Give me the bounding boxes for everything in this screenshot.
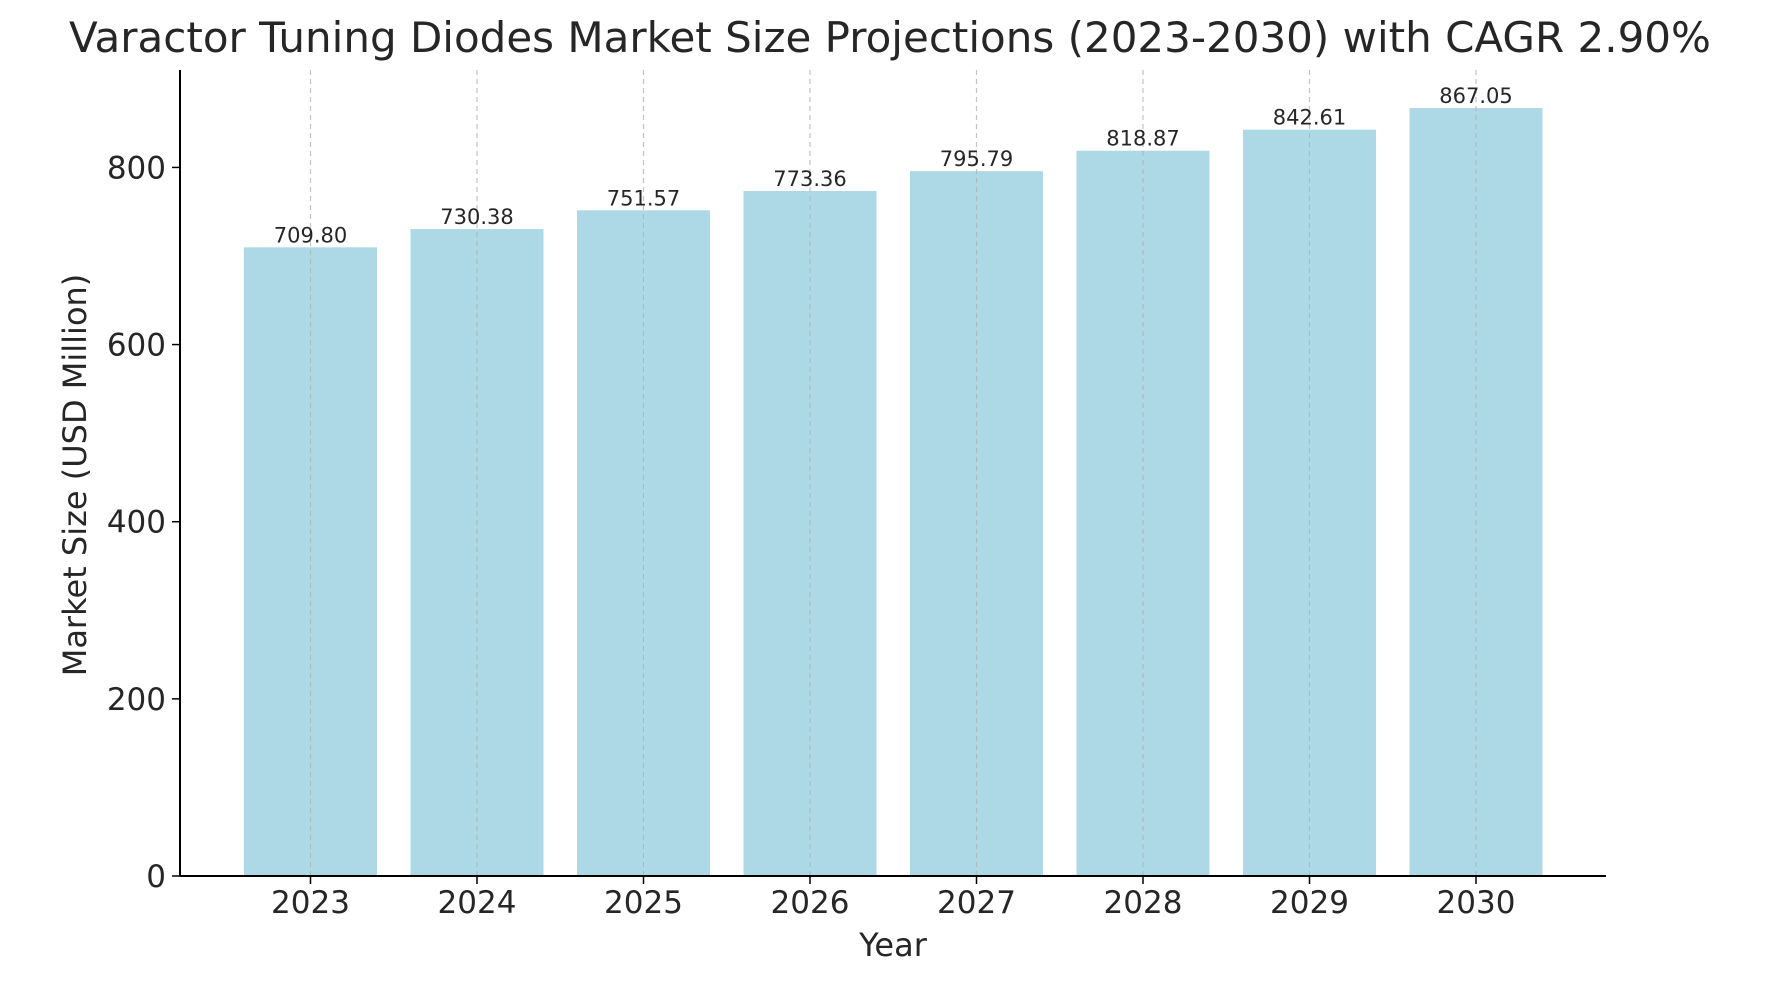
x-axis-ticks: 2023 2024 2025 2026 2027 2028 2029 2030: [271, 876, 1515, 921]
y-tick-label-200: 200: [107, 682, 166, 718]
value-label-2025: 751.57: [607, 186, 680, 210]
value-label-2027: 795.79: [940, 147, 1013, 171]
value-label-2030: 867.05: [1439, 84, 1512, 108]
x-tick-label-2023: 2023: [271, 885, 350, 921]
y-tick-label-0: 0: [146, 859, 166, 895]
x-tick-label-2024: 2024: [438, 885, 517, 921]
bars: [244, 108, 1543, 877]
y-axis-label: Market Size (USD Million): [56, 274, 94, 677]
value-label-2028: 818.87: [1106, 127, 1179, 151]
x-tick-label-2029: 2029: [1270, 885, 1349, 921]
axes: [179, 70, 1606, 877]
bar-2024: [410, 229, 544, 877]
y-tick-label-800: 800: [107, 150, 166, 186]
value-label-2029: 842.61: [1273, 106, 1346, 130]
x-axis-label: Year: [858, 926, 928, 964]
x-tick-label-2027: 2027: [937, 885, 1016, 921]
x-tick-label-2028: 2028: [1104, 885, 1183, 921]
value-label-2024: 730.38: [440, 205, 513, 229]
value-label-2023: 709.80: [274, 223, 347, 247]
y-axis-ticks: 0 200 400 600 800: [107, 150, 180, 895]
x-tick-label-2026: 2026: [771, 885, 850, 921]
y-tick-label-400: 400: [107, 505, 166, 541]
chart-title: Varactor Tuning Diodes Market Size Proje…: [69, 13, 1711, 62]
value-labels: 709.80 730.38 751.57 773.36 795.79 818.87 842.…: [274, 84, 1513, 247]
value-label-2026: 773.36: [773, 167, 846, 191]
x-tick-label-2030: 2030: [1437, 885, 1516, 921]
x-tick-label-2025: 2025: [604, 885, 683, 921]
y-tick-label-600: 600: [107, 328, 166, 364]
